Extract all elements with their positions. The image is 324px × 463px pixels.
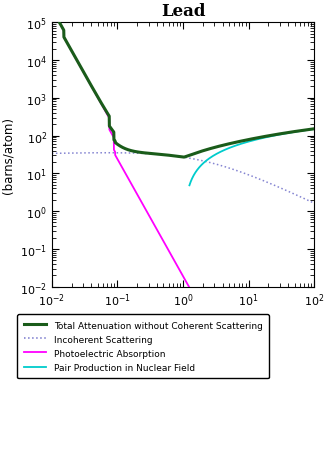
Y-axis label: (barns/atom): (barns/atom)	[1, 117, 14, 194]
Legend: Total Attenuation without Coherent Scattering, Incoherent Scattering, Photoelect: Total Attenuation without Coherent Scatt…	[17, 315, 269, 379]
X-axis label: Photon Energy (MeV): Photon Energy (MeV)	[108, 314, 258, 327]
Title: Lead: Lead	[161, 3, 205, 20]
